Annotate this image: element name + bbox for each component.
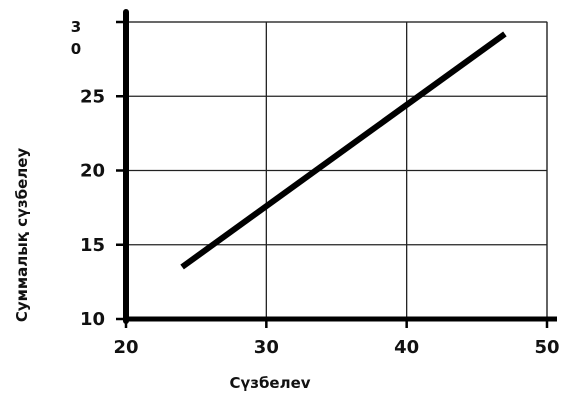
series-layer — [180, 31, 507, 270]
x-tick-label: 30 — [254, 337, 279, 358]
y-tick-label: 15 — [80, 235, 105, 256]
y-tick-label: 25 — [80, 86, 105, 107]
x-axis-title: Сүзбелеv — [229, 374, 310, 392]
y-tick-label: 10 — [80, 309, 105, 330]
gridlines — [126, 21, 548, 319]
x-tick-label: 20 — [113, 337, 138, 358]
x-tick-label: 40 — [394, 337, 419, 358]
y-tick-label: 20 — [80, 161, 105, 182]
x-tick-label: 50 — [534, 337, 559, 358]
tick-labels: 20 30 40 50 10 15 20 25 3 0 — [71, 18, 560, 358]
axes — [116, 9, 557, 328]
y-axis-title: Суммалық сүзбелеу — [13, 148, 31, 323]
series-line-0 — [180, 31, 507, 270]
